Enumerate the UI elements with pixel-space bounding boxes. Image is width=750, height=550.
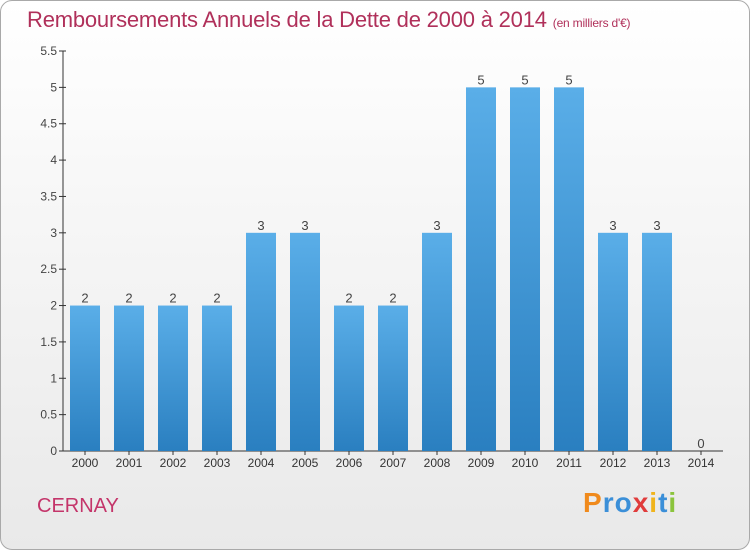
bar-2004 <box>246 232 276 451</box>
logo-letter: P <box>583 487 603 518</box>
bar-2013 <box>642 232 672 451</box>
logo-letter: r <box>602 487 615 518</box>
city-name: CERNAY <box>37 495 119 517</box>
logo-letter: t <box>658 487 669 518</box>
bar-2002 <box>158 305 188 451</box>
data-label-2010: 5 <box>521 72 528 87</box>
x-tick-label: 2014 <box>688 456 715 470</box>
data-label-2003: 2 <box>213 291 220 306</box>
y-tick-label: 3 <box>50 226 57 240</box>
bar-2008 <box>422 232 452 451</box>
data-label-2007: 2 <box>389 291 396 306</box>
x-tick-label: 2004 <box>248 456 275 470</box>
bar-2010 <box>510 87 540 451</box>
chart-title: Remboursements Annuels de la Dette de 20… <box>27 7 631 33</box>
data-label-2004: 3 <box>257 218 264 233</box>
y-tick-label: 4 <box>50 153 57 167</box>
data-label-2000: 2 <box>81 291 88 306</box>
bar-2003 <box>202 305 232 451</box>
data-label-2001: 2 <box>125 291 132 306</box>
x-tick-label: 2008 <box>424 456 451 470</box>
bar-2011 <box>554 87 584 451</box>
chart-title-text: Remboursements Annuels de la Dette de 20… <box>27 7 547 32</box>
x-tick-label: 2013 <box>644 456 671 470</box>
x-tick-label: 2005 <box>292 456 319 470</box>
bar-2005 <box>290 232 320 451</box>
y-tick-label: 1 <box>50 371 57 385</box>
x-tick-label: 2009 <box>468 456 495 470</box>
data-label-2009: 5 <box>477 72 484 87</box>
x-tick-label: 2003 <box>204 456 231 470</box>
logo-letter: i <box>649 487 659 518</box>
bar-2009 <box>466 87 496 451</box>
y-tick-label: 4.5 <box>40 117 57 131</box>
data-label-2014: 0 <box>697 436 704 451</box>
bar-2000 <box>70 305 100 451</box>
bar-2012 <box>598 232 628 451</box>
logo-letter: o <box>614 487 633 518</box>
data-label-2005: 3 <box>301 218 308 233</box>
logo-letter: x <box>632 487 650 518</box>
y-tick-label: 5 <box>50 80 57 94</box>
x-tick-label: 2010 <box>512 456 539 470</box>
y-tick-label: 0 <box>50 444 57 458</box>
data-label-2011: 5 <box>565 72 572 87</box>
x-tick-label: 2000 <box>72 456 99 470</box>
logo-letter: i <box>668 487 678 518</box>
x-tick-label: 2002 <box>160 456 187 470</box>
y-tick-label: 1.5 <box>40 335 57 349</box>
y-tick-label: 0.5 <box>40 408 57 422</box>
y-tick-label: 3.5 <box>40 189 57 203</box>
x-tick-label: 2011 <box>556 456 582 470</box>
y-tick-label: 5.5 <box>40 44 57 58</box>
x-tick-label: 2006 <box>336 456 363 470</box>
y-tick-label: 2 <box>50 299 57 313</box>
proxiti-logo: Proxiti <box>583 487 677 519</box>
data-label-2006: 2 <box>345 291 352 306</box>
bar-2001 <box>114 305 144 451</box>
x-tick-label: 2007 <box>380 456 407 470</box>
bar-2006 <box>334 305 364 451</box>
x-tick-label: 2012 <box>600 456 627 470</box>
data-label-2012: 3 <box>609 218 616 233</box>
bar-2007 <box>378 305 408 451</box>
x-tick-label: 2001 <box>116 456 143 470</box>
y-tick-label: 2.5 <box>40 262 57 276</box>
data-label-2013: 3 <box>653 218 660 233</box>
chart-unit: (en milliers d'€) <box>552 16 631 30</box>
data-label-2008: 3 <box>433 218 440 233</box>
data-label-2002: 2 <box>169 291 176 306</box>
